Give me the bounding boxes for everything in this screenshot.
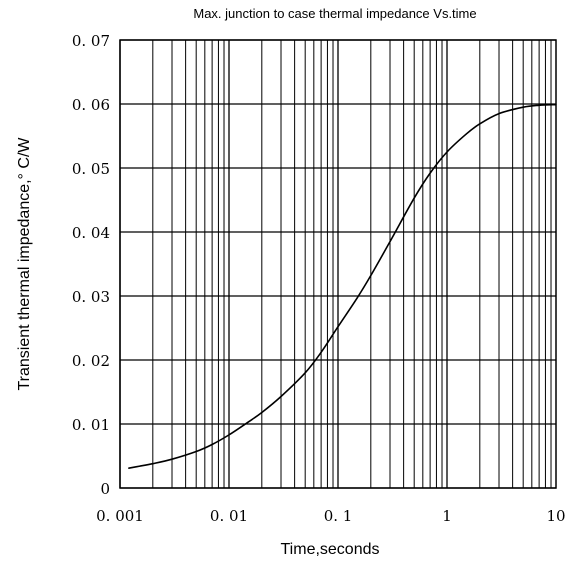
- plot-frame: [119, 39, 557, 489]
- data-series: [128, 103, 557, 469]
- y-tick-label: 0. 02: [72, 352, 110, 370]
- data-point: [247, 421, 249, 423]
- data-point: [555, 104, 557, 106]
- data-point: [320, 351, 322, 353]
- y-tick-label: 0. 06: [72, 96, 110, 114]
- data-point: [304, 372, 306, 374]
- data-point: [337, 326, 339, 328]
- data-point: [538, 104, 540, 106]
- y-tick-label: 0. 03: [72, 288, 110, 306]
- data-point: [128, 467, 130, 469]
- data-point: [261, 411, 263, 414]
- x-tick-label: 0. 001: [96, 507, 144, 525]
- data-point: [479, 123, 481, 125]
- y-tick-label: 0. 07: [72, 32, 110, 50]
- data-point: [498, 113, 500, 115]
- data-point: [171, 458, 173, 460]
- data-point: [138, 465, 140, 467]
- data-point: [195, 450, 197, 453]
- data-point: [228, 434, 230, 436]
- chart-title: Max. junction to case thermal impedance …: [193, 6, 476, 21]
- data-point: [413, 197, 415, 199]
- data-point: [446, 151, 448, 153]
- data-point: [429, 172, 431, 174]
- tick-labels: 0. 001 0. 01 0. 1 1 10 0 0. 01 0. 02 0. 03 0. 04 0…: [72, 32, 566, 525]
- x-tick-label: 0. 1: [324, 507, 353, 525]
- y-tick-label: 0: [100, 480, 110, 498]
- data-point: [356, 297, 358, 299]
- data-point: [370, 274, 372, 277]
- y-axis-label: Transient thermal impedance,° C/W: [16, 137, 33, 391]
- x-tick-label: 10: [546, 507, 565, 525]
- grid-lines: [119, 39, 556, 489]
- data-point: [152, 463, 154, 465]
- data-point: [522, 106, 524, 108]
- x-tick-label: 0. 01: [210, 507, 248, 525]
- y-tick-label: 0. 01: [72, 416, 110, 434]
- data-point: [211, 443, 213, 446]
- data-point: [389, 241, 391, 243]
- data-point: [280, 395, 282, 398]
- y-tick-label: 0. 04: [72, 224, 110, 242]
- x-axis-label: Time,seconds: [281, 541, 380, 558]
- data-point: [465, 133, 467, 135]
- y-tick-label: 0. 05: [72, 160, 110, 178]
- x-tick-label: 1: [442, 507, 452, 525]
